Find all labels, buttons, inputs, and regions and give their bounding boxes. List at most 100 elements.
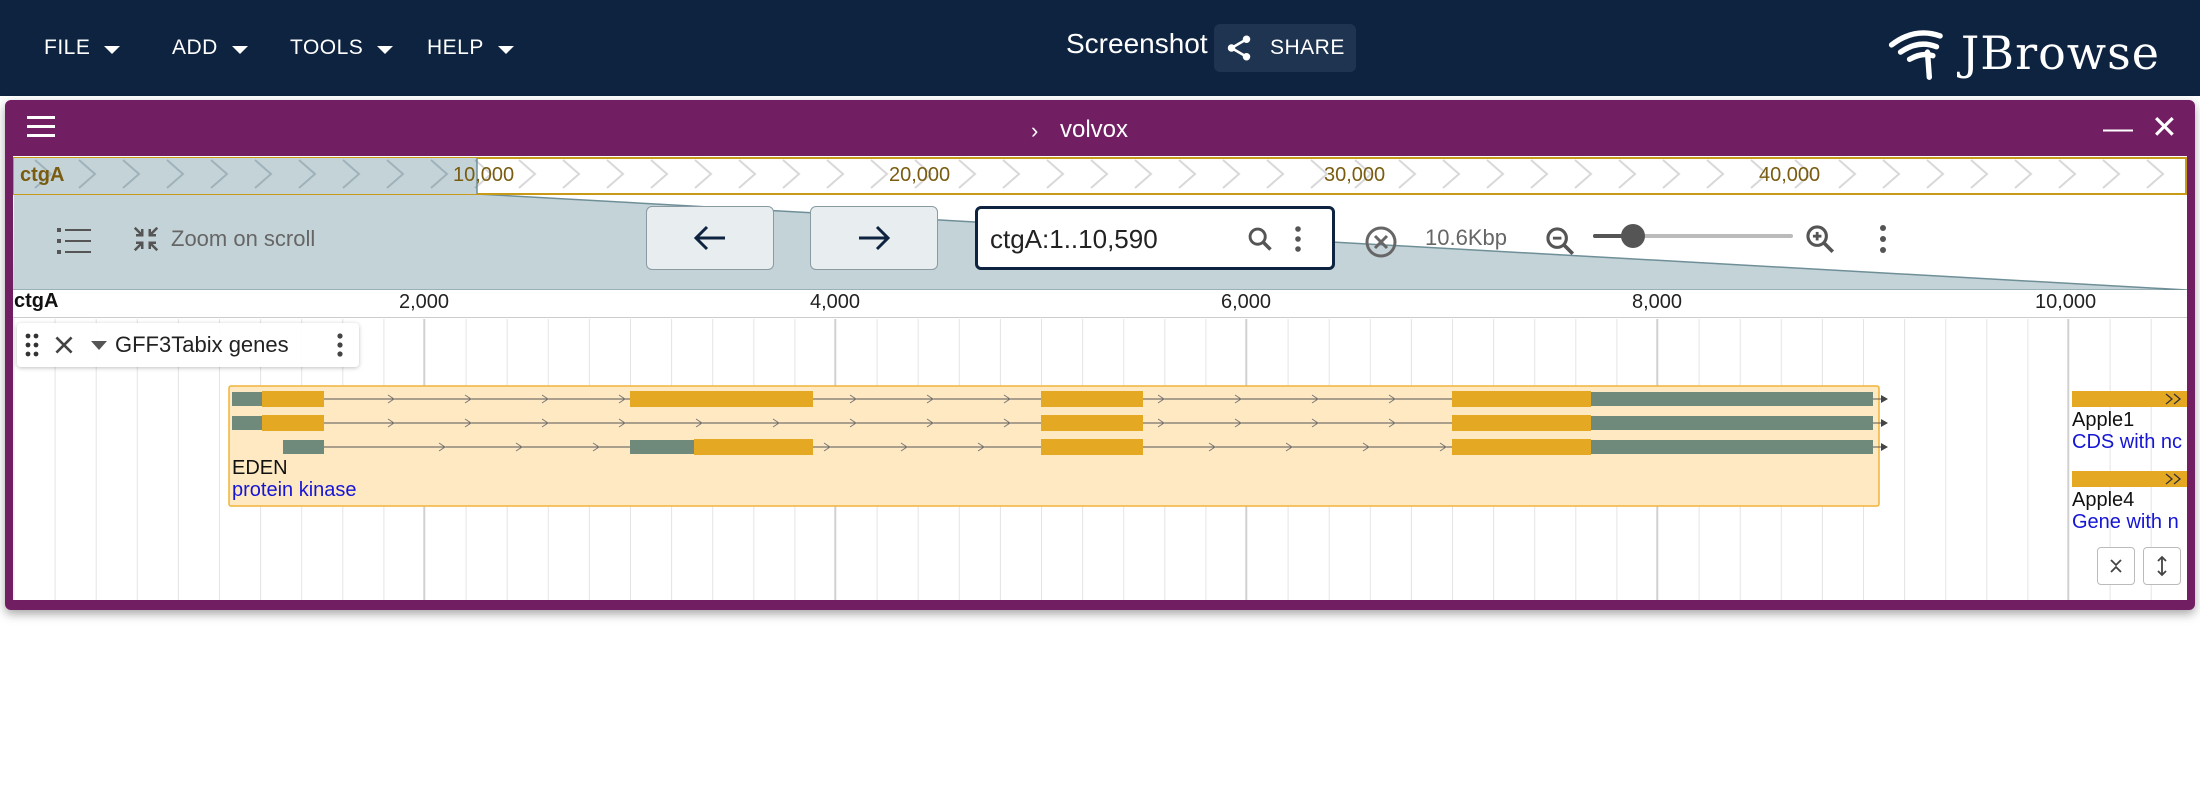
cds-block (1452, 439, 1591, 455)
strand-arrow (1311, 418, 1319, 428)
bp-per-view: 10.6Kbp (1425, 225, 1507, 250)
strand-arrow (1388, 394, 1396, 404)
more-vertical-icon[interactable] (335, 331, 345, 359)
cds-block (1041, 439, 1143, 455)
strand-arrow (2173, 393, 2182, 405)
strand-arrow (900, 442, 908, 452)
track-selector-button[interactable] (57, 226, 91, 261)
drag-handle-icon[interactable] (25, 332, 39, 358)
overview-tick-label: 30,000 (1324, 164, 1386, 186)
pan-left-button[interactable] (646, 206, 774, 270)
strand-arrow (849, 418, 857, 428)
add-menu[interactable]: ADD (172, 0, 248, 96)
gene-track-canvas[interactable] (13, 319, 2187, 600)
strand-arrow (464, 418, 472, 428)
location-search-box[interactable] (975, 206, 1335, 270)
overview-tick-label: 40,000 (1759, 164, 1821, 186)
zoom-slider[interactable] (1593, 224, 1793, 248)
ruler-tick-label: 8,000 (1632, 291, 1683, 313)
cds-block (694, 439, 813, 455)
view-name[interactable]: volvox (1060, 116, 1129, 143)
ruler-tick-label: 6,000 (1221, 291, 1272, 313)
feature-label: Apple1 (2072, 409, 2135, 431)
tools-menu[interactable]: TOOLS (290, 0, 394, 96)
collapse-button[interactable] (2097, 547, 2135, 585)
caret-down-icon (497, 46, 514, 54)
track-area[interactable]: GFF3Tabix genes EDEN protein kinase Appl… (13, 319, 2187, 600)
overview-scalebar[interactable]: ctgA 10,000 20,000 30,000 40,000 (13, 158, 2187, 194)
feature-description: Gene with n (2072, 511, 2179, 533)
share-button[interactable]: SHARE (1214, 24, 1356, 72)
jbrowse-logo-icon (1888, 30, 1943, 80)
file-menu[interactable]: FILE (44, 0, 121, 96)
caret-down-icon (231, 46, 248, 54)
more-vertical-icon[interactable] (1877, 222, 1889, 256)
strand-arrow (1311, 394, 1319, 404)
strand-arrow (977, 442, 985, 452)
resize-height-button[interactable] (2143, 547, 2181, 585)
cds-block (1041, 415, 1143, 431)
app-bar: FILE ADD TOOLS HELP Screenshot SHARE JBr… (0, 0, 2200, 96)
close-icon[interactable]: ✕ (2151, 109, 2178, 145)
location-input[interactable] (990, 219, 1240, 259)
minimize-icon[interactable]: — (2103, 112, 2133, 145)
list-icon (57, 228, 91, 254)
feature-label: Apple4 (2072, 489, 2135, 511)
strand-arrow (1439, 442, 1447, 452)
feature-description: protein kinase (232, 479, 357, 501)
strand-arrow (1388, 418, 1396, 428)
cds-block (262, 391, 324, 407)
feature-label: EDEN (232, 457, 288, 479)
strand-arrow (387, 394, 395, 404)
strand-arrow (1157, 394, 1165, 404)
zoom-out-icon[interactable] (1543, 224, 1577, 258)
session-name[interactable]: Screenshot (1066, 28, 1208, 59)
cds-block (2072, 471, 2187, 487)
view-menu-icon[interactable] (27, 116, 55, 140)
strand-arrow (1208, 442, 1216, 452)
more-vertical-icon[interactable] (1292, 223, 1304, 255)
cds-block (1041, 391, 1143, 407)
cds-block (1452, 415, 1591, 431)
strand-end-arrow (1881, 419, 1888, 427)
ruler-tick-label: 4,000 (810, 291, 861, 313)
share-icon (1227, 35, 1251, 61)
strand-arrow (1285, 442, 1293, 452)
utr-block (1591, 392, 1873, 406)
view-title-bar: › volvox — ✕ (5, 100, 2195, 156)
strand-end-arrow (1881, 443, 1888, 451)
cds-block (262, 415, 324, 431)
zoom-slider-thumb[interactable] (1621, 224, 1645, 248)
zoom-on-scroll-toggle[interactable]: Zoom on scroll (131, 224, 315, 254)
cds-block (1452, 391, 1591, 407)
utr-block (232, 392, 262, 406)
search-icon[interactable] (1246, 225, 1274, 253)
ruler-tick-label: 2,000 (399, 291, 450, 313)
strand-arrow (926, 418, 934, 428)
track-label: GFF3Tabix genes (17, 323, 359, 367)
close-track-icon[interactable] (51, 332, 77, 358)
pan-right-button[interactable] (810, 206, 938, 270)
zoom-slider-track (1593, 234, 1633, 238)
zoom-in-icon[interactable] (1803, 222, 1837, 256)
arrow-left-icon (693, 225, 725, 251)
ruler-ref-name: ctgA (14, 290, 59, 312)
help-menu[interactable]: HELP (427, 0, 514, 96)
view-controls: Zoom on scroll (13, 194, 2187, 290)
overview-ref-name: ctgA (20, 164, 65, 186)
strand-arrow (695, 418, 703, 428)
cds-block (630, 391, 813, 407)
strand-end-arrow (1881, 395, 1888, 403)
strand-arrow (1157, 418, 1165, 428)
strand-arrow (823, 442, 831, 452)
overview-tick-label: 20,000 (889, 164, 951, 186)
strand-arrow (1234, 394, 1242, 404)
strand-arrow (618, 418, 626, 428)
strand-arrow (592, 442, 600, 452)
utr-block (1591, 440, 1873, 454)
clear-close-circle-icon[interactable] (1363, 224, 1399, 260)
ruler[interactable]: ctgA 2,000 4,000 6,000 8,000 10,000 (13, 290, 2187, 318)
collapse-icon (2110, 559, 2122, 573)
caret-down-icon[interactable] (89, 335, 109, 355)
feature-description: CDS with nc (2072, 431, 2183, 453)
